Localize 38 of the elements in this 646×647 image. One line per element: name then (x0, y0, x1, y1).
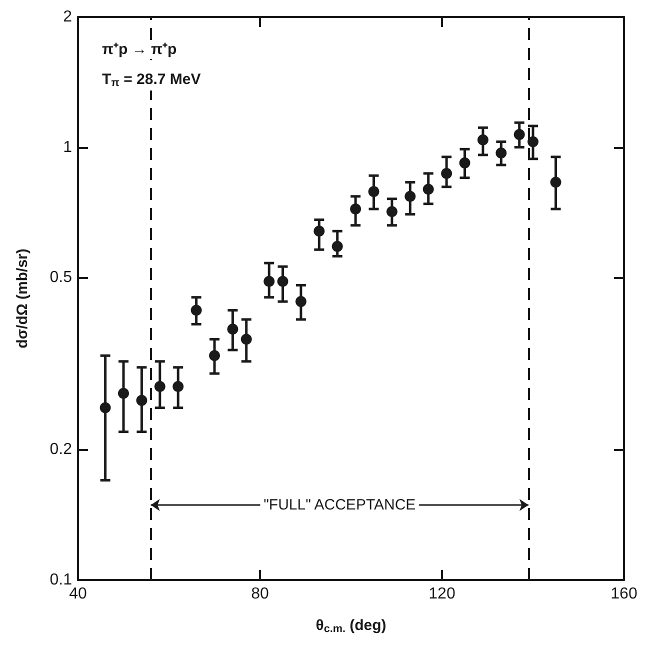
y-tick-label: 1 (63, 138, 72, 156)
point (477, 134, 488, 146)
y-tick-label: 0.2 (50, 441, 72, 458)
x-tick-label: 40 (69, 586, 87, 602)
point (404, 190, 416, 202)
point (314, 226, 325, 237)
point (154, 381, 166, 392)
point (441, 168, 452, 179)
x-tick-label: 80 (251, 586, 269, 602)
point (386, 206, 398, 218)
y-tick-label: 2 (63, 8, 72, 26)
point (172, 381, 184, 392)
annotation: "FULL" ACCEPTANCE (264, 496, 416, 514)
point (295, 296, 306, 308)
x-tick-label: 120 (428, 586, 456, 602)
point (277, 276, 288, 287)
point (422, 184, 434, 195)
x-tick-label: 160 (610, 586, 638, 602)
point (264, 276, 275, 287)
point (190, 304, 202, 316)
point (496, 147, 507, 158)
y-axis-title: dσ/dΩ (mb/sr) (14, 248, 31, 348)
point (227, 324, 238, 335)
annotation: π⁺p → π⁺p (102, 41, 177, 58)
point (459, 157, 470, 168)
point (100, 402, 111, 414)
point (528, 136, 538, 148)
point (136, 394, 148, 406)
y-tick-label: 0.1 (50, 572, 72, 588)
point (118, 388, 129, 399)
point (550, 176, 562, 188)
point (514, 129, 525, 140)
point (240, 334, 252, 345)
y-tick-label: 0.5 (50, 269, 72, 286)
point (209, 350, 220, 362)
point (350, 204, 362, 214)
point (332, 240, 343, 252)
point (368, 186, 380, 198)
